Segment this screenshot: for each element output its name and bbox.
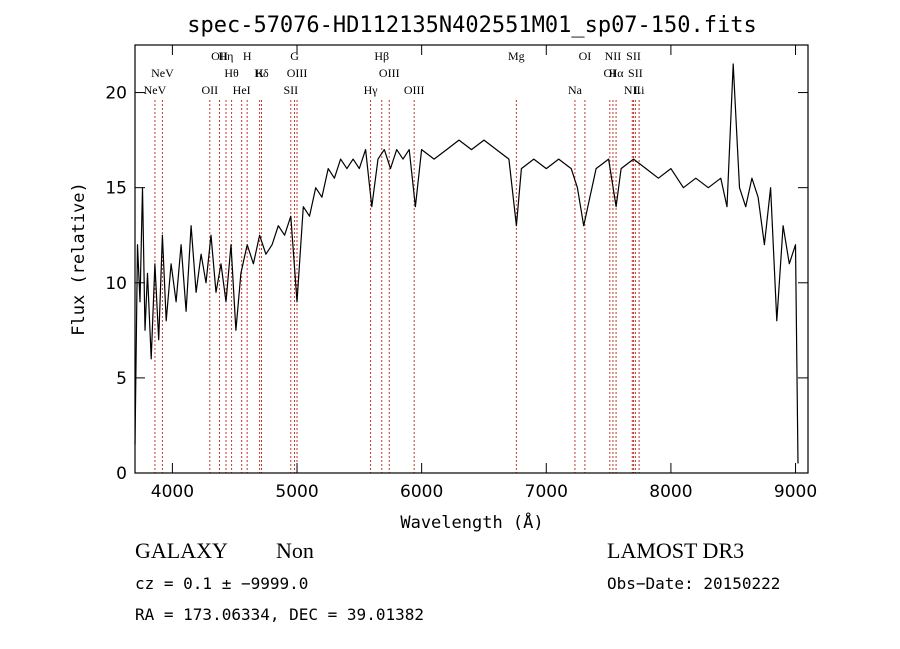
y-axis: 0 5 10 15 20 — [105, 84, 808, 484]
radec-text: RA = 173.06334, DEC = 39.01382 — [135, 605, 424, 624]
y-tick-label: 0 — [116, 464, 127, 484]
emission-line-label: OI — [579, 49, 592, 63]
y-tick-label: 15 — [105, 179, 127, 199]
survey-label: LAMOST DR3 — [607, 538, 744, 563]
y-tick-label: 20 — [105, 84, 127, 104]
x-tick-label: 9000 — [774, 482, 817, 502]
y-tick-label: 5 — [116, 369, 127, 389]
emission-line-label: Li — [634, 83, 645, 97]
subclass-label: Non — [276, 538, 314, 563]
emission-line-label: Hδ — [254, 66, 269, 80]
emission-line-label: NII — [605, 49, 622, 63]
emission-line-labels: NeVNeVOIIOIIHηHθHeIHKHδSIIGOIIIHγHβOIIIO… — [144, 49, 646, 97]
emission-line-label: SII — [626, 49, 641, 63]
emission-line-label: OIII — [287, 66, 308, 80]
emission-line-label: NII — [624, 83, 641, 97]
emission-line-label: OIII — [379, 66, 400, 80]
emission-line-label: OII — [201, 83, 218, 97]
emission-line-label: K — [255, 66, 264, 80]
emission-line-label: NeV — [144, 83, 167, 97]
emission-line-label: OII — [211, 49, 228, 63]
cz-text: cz = 0.1 ± −9999.0 — [135, 574, 308, 593]
emission-line-label: G — [290, 49, 299, 63]
plot-frame — [134, 44, 809, 474]
emission-line-label: Hθ — [224, 66, 239, 80]
emission-line-label: OI — [604, 66, 617, 80]
spectrum-series-line — [134, 63, 799, 464]
emission-line-label: SII — [283, 83, 298, 97]
emission-line-label: Hα — [609, 66, 625, 80]
emission-line-label: Mg — [508, 49, 525, 63]
emission-line-label: HeI — [233, 83, 251, 97]
y-tick-label: 10 — [105, 274, 127, 294]
x-tick-label: 8000 — [649, 482, 692, 502]
emission-line-label: Hη — [219, 49, 234, 63]
class-label: GALAXY — [135, 538, 228, 563]
x-axis: 4000 5000 6000 7000 8000 9000 — [151, 45, 817, 502]
y-axis-label: Flux (relative) — [69, 182, 89, 336]
x-tick-label: 7000 — [525, 482, 568, 502]
emission-line-label: OIII — [404, 83, 425, 97]
emission-line-label: Na — [568, 83, 583, 97]
x-tick-label: 6000 — [400, 482, 443, 502]
emission-line-label: Hβ — [374, 49, 389, 63]
chart-title: spec-57076-HD112135N402551M01_sp07-150.f… — [187, 13, 757, 38]
x-tick-label: 4000 — [151, 482, 194, 502]
x-axis-label: Wavelength (Å) — [400, 511, 543, 533]
emission-line-label: NeV — [151, 66, 174, 80]
emission-line-label: SII — [628, 66, 643, 80]
emission-line-label: H — [243, 49, 252, 63]
x-tick-label: 5000 — [275, 482, 318, 502]
obs-date-text: Obs−Date: 20150222 — [607, 574, 780, 593]
emission-line-label: Hγ — [364, 83, 379, 97]
